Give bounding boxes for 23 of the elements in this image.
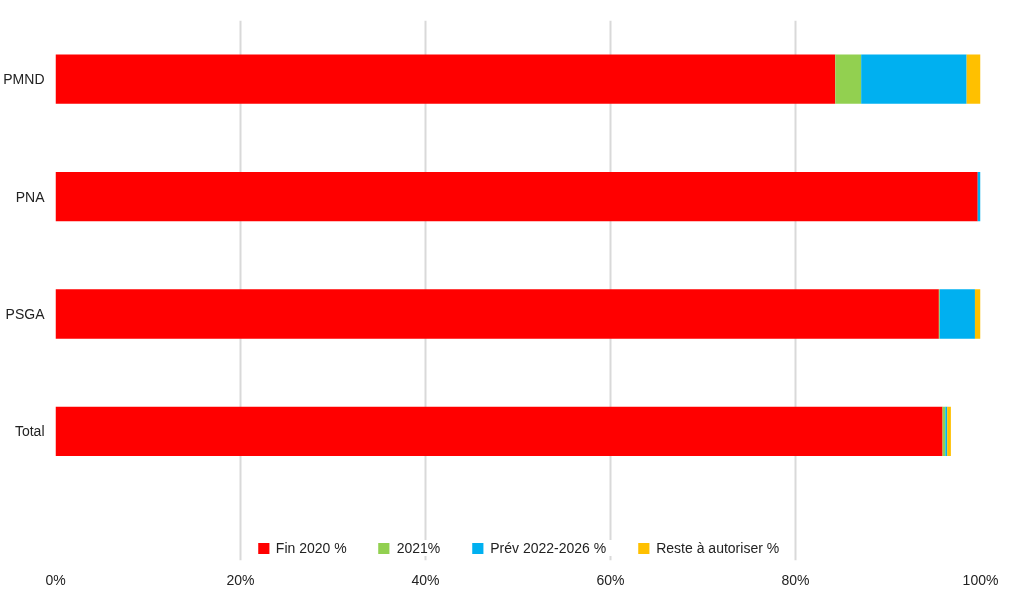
y-tick-label: PNA [15,188,46,205]
x-tick-label: 20% [226,571,255,588]
bar [55,54,836,104]
y-tick-label: PSGA [5,305,46,322]
legend-label: Prév 2022-2026 % [490,540,607,556]
bar [55,289,939,339]
bar [835,54,862,104]
y-tick-label: Total [14,423,45,440]
x-tick-label: 60% [596,571,625,588]
bar [55,406,943,457]
legend-label: 2021% [396,540,441,556]
y-tick-label: PMND [3,71,45,88]
legend-label: Reste à autoriser % [656,540,780,556]
x-tick-label: 40% [411,571,440,588]
x-tick-label: 100% [962,571,999,588]
bar [861,54,967,104]
bar [939,289,975,339]
bar [55,171,978,222]
bar [974,289,981,339]
x-tick-label: 80% [781,571,810,588]
x-tick-label: 0% [45,571,66,588]
bar [966,54,981,104]
legend-label: Fin 2020 % [275,540,347,556]
